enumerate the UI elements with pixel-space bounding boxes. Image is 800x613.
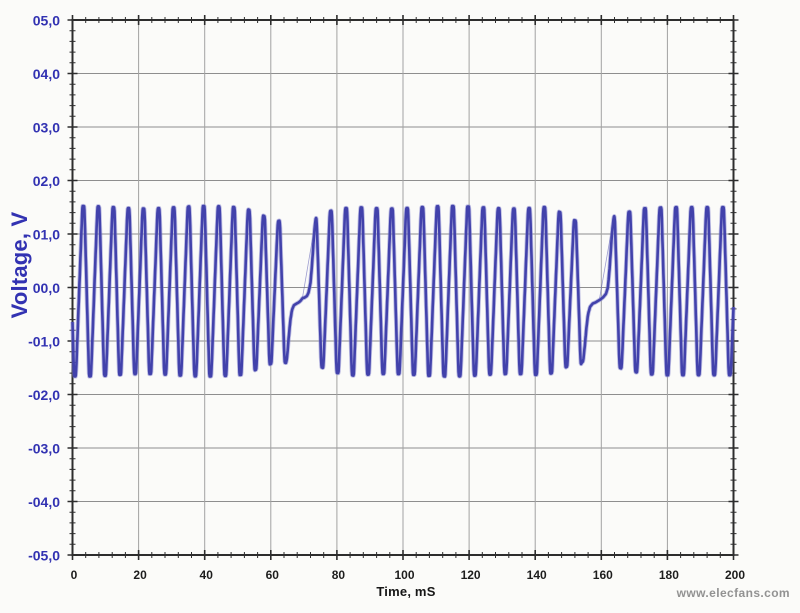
svg-text:100: 100 [394, 568, 414, 582]
svg-text:02,0: 02,0 [33, 173, 60, 189]
svg-text:Time, mS: Time, mS [376, 584, 435, 599]
svg-text:-04,0: -04,0 [28, 494, 60, 510]
svg-text:20: 20 [133, 568, 147, 582]
svg-text:180: 180 [659, 568, 679, 582]
svg-text:-05,0: -05,0 [28, 548, 60, 564]
svg-text:160: 160 [593, 568, 613, 582]
svg-text:05,0: 05,0 [33, 13, 60, 29]
svg-text:80: 80 [332, 568, 346, 582]
svg-text:Voltage, V: Voltage, V [7, 212, 32, 319]
svg-text:www.elecfans.com: www.elecfans.com [676, 586, 790, 600]
svg-text:03,0: 03,0 [33, 120, 60, 136]
svg-text:-02,0: -02,0 [28, 387, 60, 403]
svg-text:120: 120 [461, 568, 481, 582]
svg-text:-01,0: -01,0 [28, 334, 60, 350]
svg-text:60: 60 [266, 568, 280, 582]
svg-text:04,0: 04,0 [33, 66, 60, 82]
svg-text:140: 140 [527, 568, 547, 582]
svg-text:01,0: 01,0 [33, 227, 60, 243]
svg-text:200: 200 [725, 568, 745, 582]
svg-text:0: 0 [71, 568, 78, 582]
svg-text:00,0: 00,0 [33, 280, 60, 296]
svg-text:40: 40 [200, 568, 214, 582]
svg-text:-03,0: -03,0 [28, 441, 60, 457]
